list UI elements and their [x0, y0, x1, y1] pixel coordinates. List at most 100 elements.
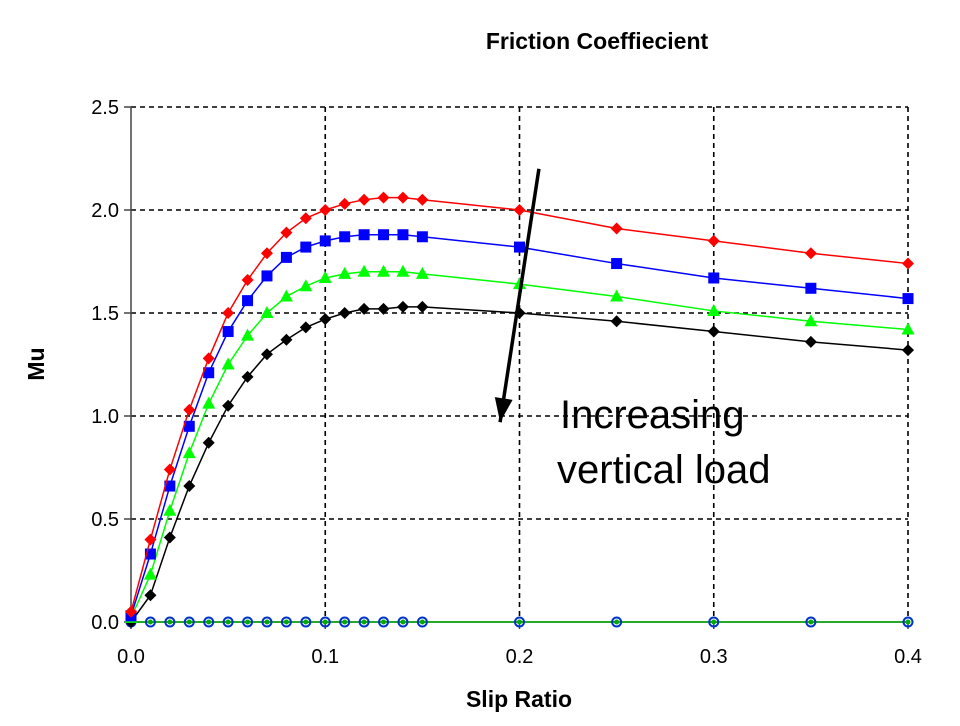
data-point-square: [144, 548, 156, 560]
data-point-circle: [183, 616, 195, 628]
data-point-diamond: [513, 204, 526, 216]
data-point-square: [378, 229, 390, 241]
data-point-circle-fill: [400, 619, 406, 625]
data-point-circle: [416, 616, 428, 628]
data-point-triangle: [901, 322, 915, 335]
data-point-triangle: [279, 289, 293, 302]
data-point-circle-fill: [905, 619, 911, 625]
data-point-diamond: [610, 222, 623, 235]
data-point-diamond: [902, 257, 914, 270]
y-tick-label: 1.5: [91, 303, 119, 325]
data-point-triangle: [163, 503, 177, 516]
series-group: [124, 191, 915, 628]
data-point-circle: [708, 616, 720, 628]
data-point-diamond: [319, 204, 332, 216]
data-point-circle: [902, 616, 914, 628]
data-point-diamond: [163, 531, 176, 544]
y-tick-labels: 0.0 0.5 1.0 1.5 2.0 2.5: [91, 97, 119, 634]
data-point-square: [183, 420, 195, 432]
data-point-diamond: [902, 344, 914, 357]
y-tick-label: 0.0: [91, 612, 119, 634]
data-point-diamond: [707, 325, 720, 338]
data-point-square: [611, 258, 623, 270]
data-point-circle-fill: [322, 619, 328, 625]
data-point-diamond: [202, 352, 215, 365]
data-point-square: [514, 241, 525, 253]
data-point-diamond: [804, 247, 817, 260]
data-point-square: [280, 251, 292, 263]
data-point-triangle: [357, 264, 371, 277]
x-tick-label: 0.0: [117, 646, 145, 668]
data-point-circle-fill: [303, 619, 309, 625]
data-point-circle-fill: [225, 619, 231, 625]
data-point-circle: [339, 616, 351, 628]
data-point-square: [222, 326, 234, 338]
data-point-circle-fill: [167, 619, 173, 625]
data-point-diamond: [396, 300, 409, 313]
data-point-triangle: [299, 279, 313, 292]
data-point-circle: [397, 616, 409, 628]
annotation-arrow-head: [494, 397, 513, 423]
y-tick-label: 2.0: [91, 200, 119, 222]
x-tick-label: 0.1: [311, 646, 339, 668]
data-point-circle-fill: [342, 619, 348, 625]
data-point-diamond: [338, 197, 351, 210]
data-point-diamond: [144, 589, 157, 602]
y-axis-title: Mu: [23, 347, 49, 380]
data-point-triangle: [513, 277, 526, 290]
data-point-diamond: [260, 247, 273, 260]
annotation-line-2: vertical load: [557, 448, 770, 492]
x-tick-label: 0.2: [506, 646, 534, 668]
data-point-circle-fill: [711, 619, 717, 625]
data-point-diamond: [319, 313, 332, 326]
annotation: Increasing vertical load: [494, 168, 770, 492]
data-point-square: [902, 293, 914, 305]
data-point-circle-fill: [419, 619, 425, 625]
data-point-diamond: [241, 274, 254, 287]
data-point-square: [358, 229, 370, 241]
data-point-circle-fill: [361, 619, 367, 625]
data-point-square: [203, 367, 215, 379]
data-point-circle: [144, 616, 156, 628]
data-point-triangle: [241, 328, 255, 341]
data-point-square: [300, 241, 312, 253]
data-point-circle: [319, 616, 331, 628]
annotation-line-1: Increasing: [560, 393, 745, 437]
data-point-diamond: [299, 321, 312, 334]
data-point-diamond: [183, 480, 196, 493]
series-2: [125, 229, 914, 622]
data-point-circle-fill: [206, 619, 212, 625]
y-tick-label: 2.5: [91, 97, 119, 119]
data-point-diamond: [358, 302, 371, 315]
y-tick-label: 0.5: [91, 509, 119, 531]
x-axis-title: Slip Ratio: [466, 686, 572, 712]
data-point-diamond: [222, 399, 235, 412]
data-point-circle: [358, 616, 370, 628]
data-point-circle: [378, 616, 390, 628]
data-point-diamond: [804, 335, 817, 348]
data-point-triangle: [221, 357, 235, 370]
series-1: [125, 191, 914, 618]
data-point-circle-fill: [808, 619, 814, 625]
data-point-diamond: [377, 302, 390, 315]
data-point-circle: [300, 616, 312, 628]
data-point-diamond: [377, 191, 390, 204]
data-point-circle: [261, 616, 273, 628]
data-point-square: [319, 235, 331, 247]
data-point-circle-fill: [381, 619, 387, 625]
data-point-triangle: [182, 446, 196, 459]
data-point-triangle: [338, 266, 352, 279]
data-point-circle-fill: [283, 619, 289, 625]
data-point-circle-fill: [517, 619, 522, 625]
data-point-circle: [280, 616, 292, 628]
data-point-triangle: [260, 306, 274, 318]
data-point-triangle: [610, 289, 624, 302]
data-point-diamond: [707, 234, 720, 247]
data-point-square: [164, 480, 176, 492]
data-point-diamond: [299, 212, 312, 225]
data-point-diamond: [260, 348, 273, 361]
data-point-diamond: [222, 307, 235, 319]
data-point-circle-fill: [264, 619, 270, 625]
data-point-diamond: [358, 193, 371, 206]
